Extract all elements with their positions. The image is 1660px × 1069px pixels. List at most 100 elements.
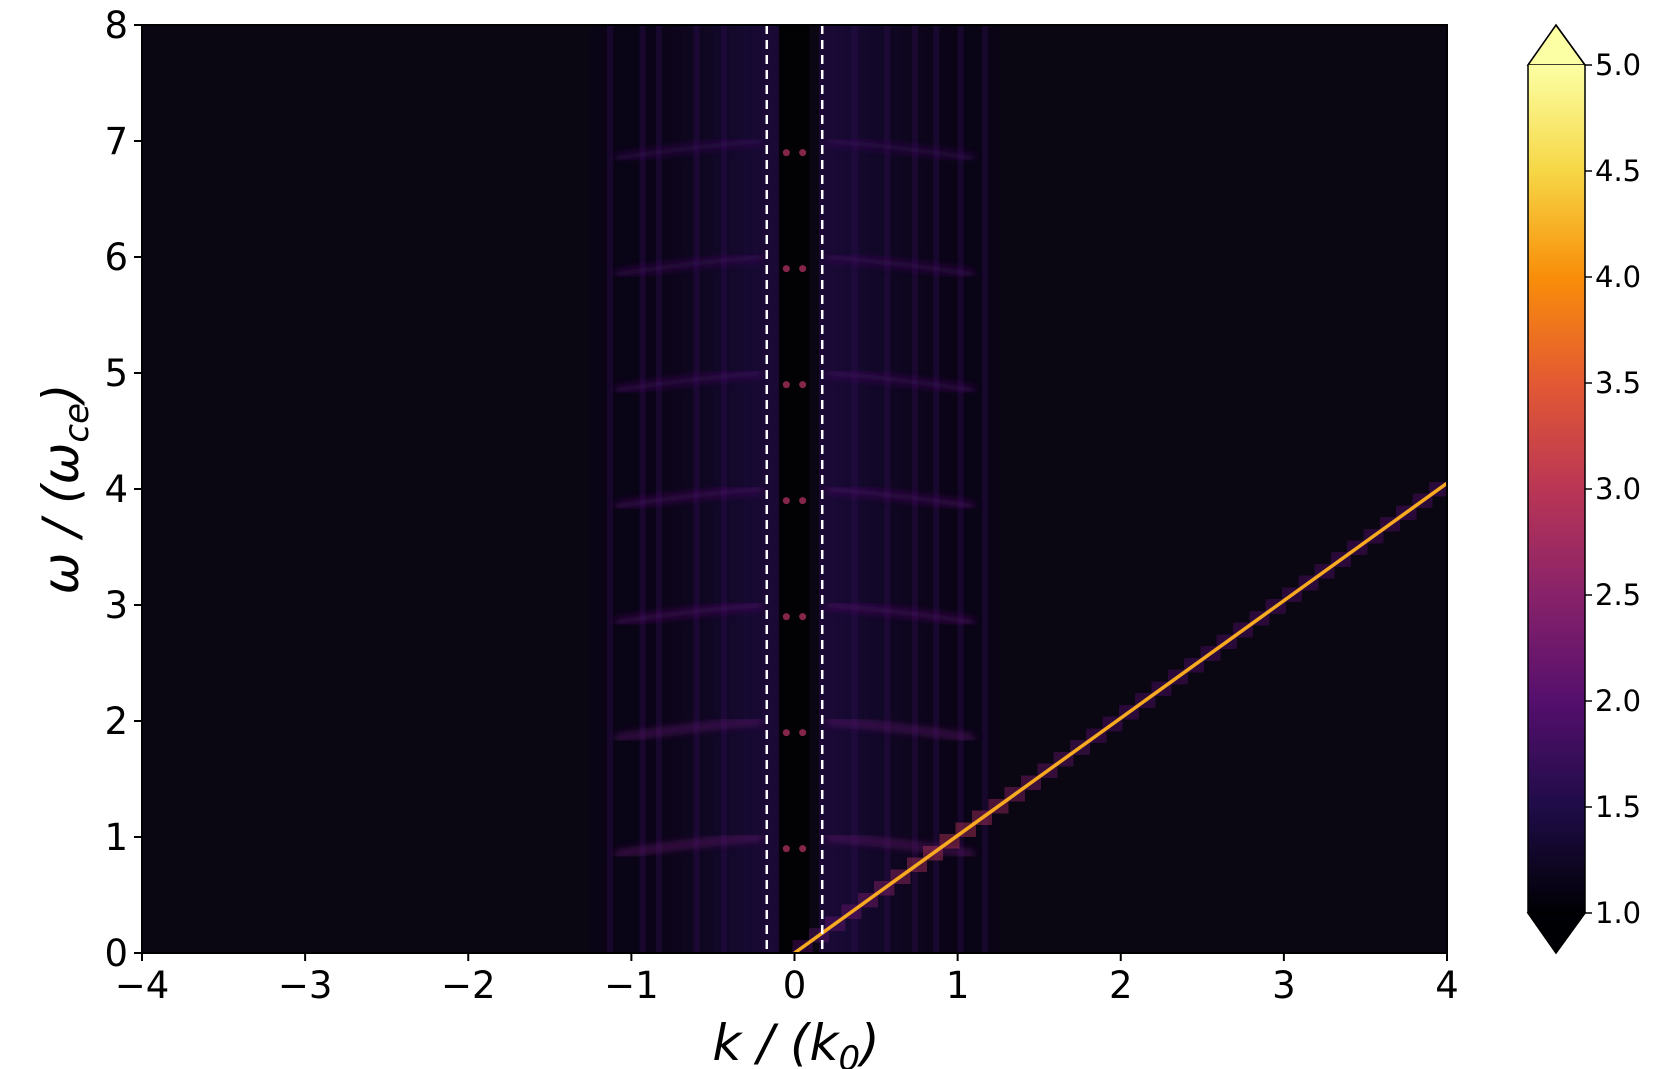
heatmap-glow-band <box>908 25 918 953</box>
x-tick-label: −3 <box>278 964 333 1007</box>
x-tick-label: 1 <box>946 964 970 1007</box>
heatmap-layer <box>590 25 1447 953</box>
y-axis-title: ω / (ωce) <box>32 383 97 594</box>
heatmap-glow-band <box>949 25 959 953</box>
harmonic-spot <box>782 845 790 853</box>
x-tick-label: 2 <box>1109 964 1133 1007</box>
harmonic-spot <box>799 149 807 157</box>
harmonic-spot <box>799 613 807 621</box>
heatmap-glow-band <box>925 25 934 953</box>
x-tick-label: −4 <box>115 964 170 1007</box>
x-tick-label: −2 <box>441 964 496 1007</box>
harmonic-spot <box>782 497 790 505</box>
harmonic-arc <box>614 718 763 742</box>
reference-lines <box>765 25 824 953</box>
heatmap-streak <box>884 25 891 953</box>
heatmap-glow-band <box>876 25 885 953</box>
heatmap-glow-band <box>680 25 689 953</box>
y-tick-label: 1 <box>104 816 128 859</box>
heatmap-streak <box>721 25 728 953</box>
heatmap-streak <box>639 25 646 953</box>
colorbar-gradient <box>1528 65 1585 913</box>
harmonic-arc <box>614 486 763 510</box>
heatmap-glow-band <box>721 25 730 953</box>
y-tick-label: 2 <box>104 700 128 743</box>
heatmap-glow-band <box>982 25 991 953</box>
colorbar-tick-label: 3.0 <box>1595 472 1641 506</box>
harmonic-arc <box>614 254 763 278</box>
heatmap-glow-band <box>973 25 983 953</box>
colorbar-extend-min <box>1526 912 1587 955</box>
colorbar-ticks: 1.0 1.5 2.0 2.5 3.0 3.5 4.0 4.5 5.0 <box>1585 48 1641 930</box>
harmonic-arc <box>614 138 763 162</box>
colorbar: 1.0 1.5 2.0 2.5 3.0 3.5 4.0 4.5 5.0 <box>1526 23 1641 955</box>
y-tick-label: 5 <box>104 352 128 395</box>
heatmap-glow-band <box>590 25 600 953</box>
harmonic-arc <box>614 834 763 858</box>
heatmap-glow-band <box>818 25 828 953</box>
x-axis-title: k / (k0) <box>712 1014 879 1069</box>
heatmap-glow-band <box>655 25 665 953</box>
heatmap-glow-band <box>639 25 649 953</box>
heatmap-streak <box>982 25 989 953</box>
harmonic-spot <box>782 149 790 157</box>
heatmap-glow-band <box>941 25 950 953</box>
heatmap-glow-band <box>957 25 967 953</box>
heatmap-glow-band <box>884 25 893 953</box>
harmonic-arc <box>614 602 763 626</box>
colorbar-tick-label: 2.5 <box>1595 578 1641 612</box>
heatmap-glow-band <box>664 25 673 953</box>
harmonic-spot <box>799 729 807 737</box>
heatmap-streak <box>911 25 918 953</box>
colorbar-extend-max <box>1526 23 1587 66</box>
harmonic-spot <box>799 265 807 273</box>
heatmap-glow-band <box>892 25 902 953</box>
heatmap-glow-band <box>696 25 706 953</box>
heatmap-glow-band <box>672 25 681 953</box>
colorbar-tick-label: 1.5 <box>1595 790 1641 824</box>
harmonic-arc <box>826 254 975 278</box>
colorbar-tick-label: 1.0 <box>1595 896 1641 930</box>
heatmap-glow-band <box>965 25 975 953</box>
plot-area <box>141 24 1448 954</box>
heatmap-glow-band <box>631 25 641 953</box>
heatmap-central-column <box>779 25 810 953</box>
dispersion-line <box>793 481 1447 953</box>
harmonic-arc <box>826 370 975 394</box>
heatmap-glow-band <box>990 25 999 953</box>
harmonic-spot <box>782 265 790 273</box>
heatmap-glow-band <box>647 25 657 953</box>
harmonic-arc <box>614 370 763 394</box>
heatmap-glow-band <box>615 25 624 953</box>
y-axis: 0 1 2 3 4 5 6 7 8 <box>104 4 142 975</box>
harmonic-spot <box>782 613 790 621</box>
harmonic-arc <box>826 602 975 626</box>
x-tick-label: 4 <box>1435 964 1459 1007</box>
heatmap-glow-band <box>761 25 771 953</box>
colorbar-tick-label: 3.5 <box>1595 366 1641 400</box>
colorbar-tick-label: 4.0 <box>1595 260 1641 294</box>
heatmap-glow-band <box>623 25 632 953</box>
heatmap-glow-band <box>606 25 616 953</box>
harmonic-arc <box>826 718 975 742</box>
heatmap-streak <box>693 25 700 953</box>
harmonic-spot <box>782 381 790 389</box>
heatmap-glow-band <box>770 25 779 953</box>
x-tick-label: 0 <box>783 964 807 1007</box>
x-tick-label: −1 <box>604 964 659 1007</box>
harmonic-spot <box>799 845 807 853</box>
harmonic-spot <box>799 381 807 389</box>
heatmap-streak <box>606 25 613 953</box>
heatmap-glow-band <box>688 25 698 953</box>
harmonic-arc <box>826 138 975 162</box>
harmonic-spot <box>799 497 807 505</box>
colorbar-tick-label: 4.5 <box>1595 154 1641 188</box>
colorbar-tick-label: 2.0 <box>1595 684 1641 718</box>
y-tick-label: 0 <box>104 932 128 975</box>
heatmap-streak <box>933 25 940 953</box>
heatmap-glow-band <box>598 25 608 953</box>
colorbar-tick-label: 5.0 <box>1595 48 1641 82</box>
x-tick-label: 3 <box>1272 964 1296 1007</box>
heatmap-glow-band <box>712 25 722 953</box>
